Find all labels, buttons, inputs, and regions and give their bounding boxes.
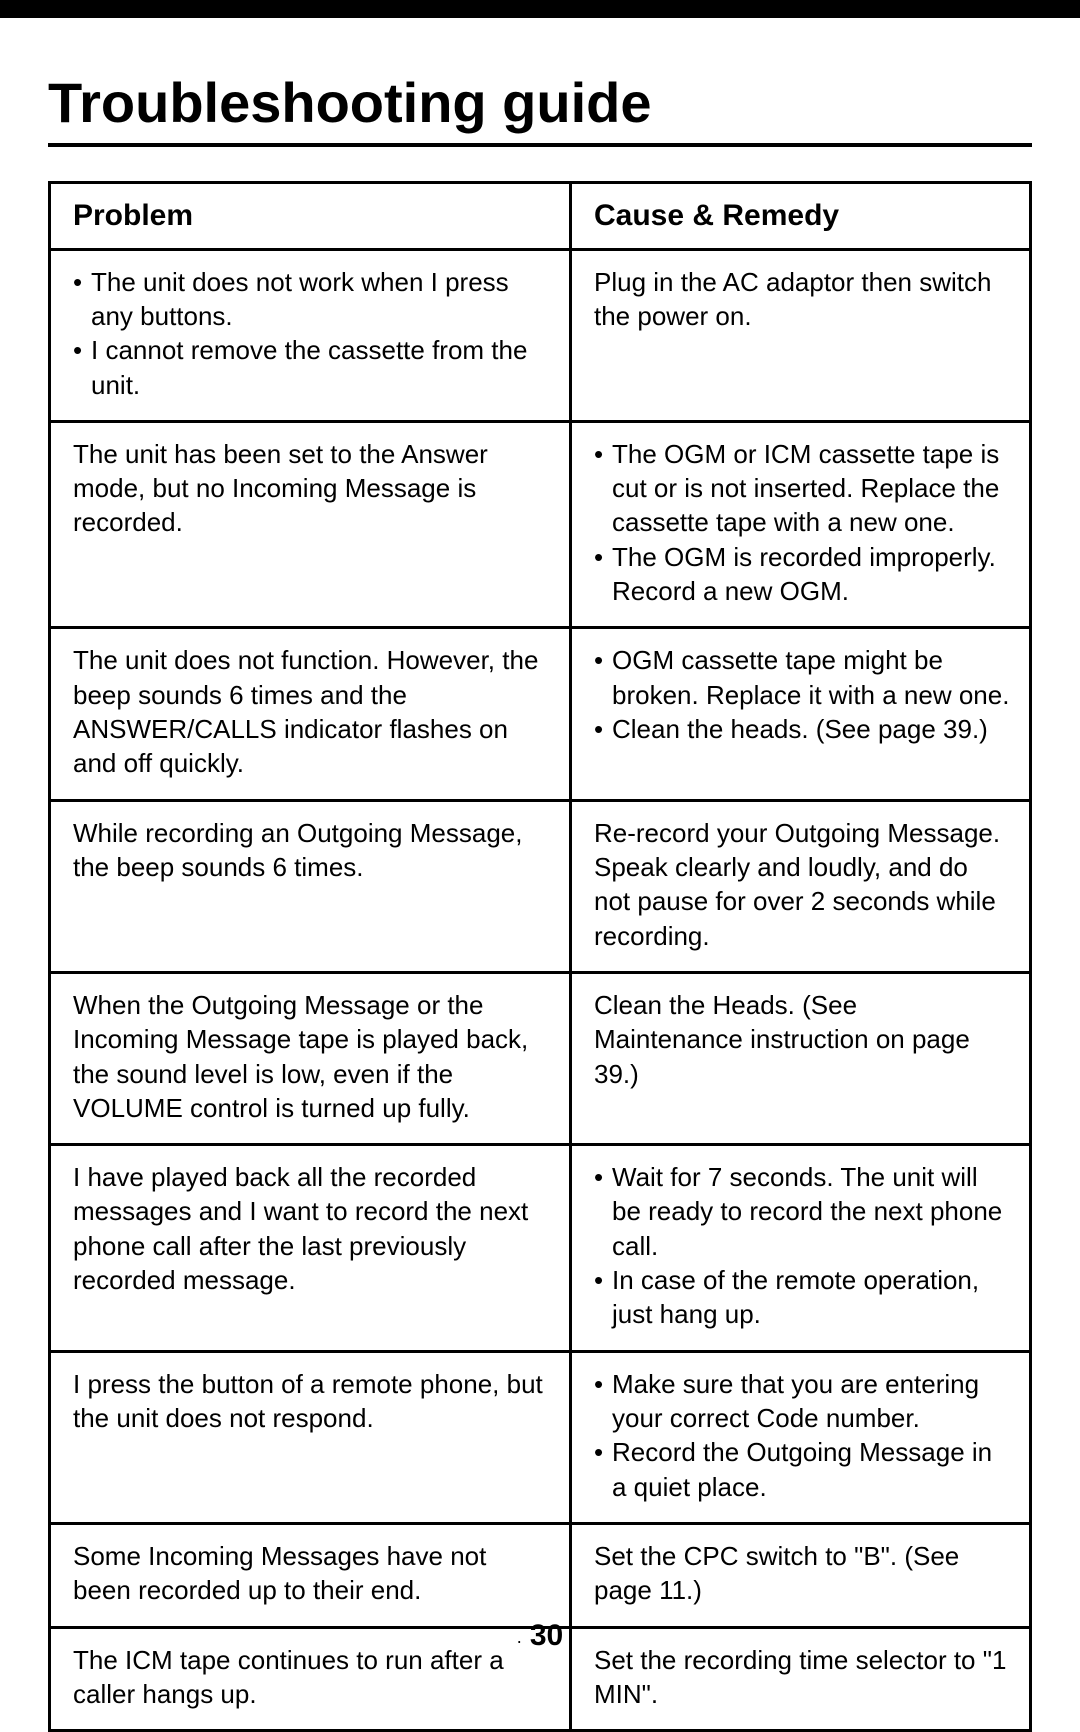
- remedy-bullet-text: Make sure that you are entering your cor…: [612, 1367, 1011, 1436]
- remedy-bullet-text: The OGM or ICM cassette tape is cut or i…: [612, 437, 1011, 540]
- problem-bullet-text: The unit does not work when I press any …: [91, 265, 551, 334]
- problem-bullet-item: •I cannot remove the cassette from the u…: [73, 333, 551, 402]
- remedy-bullet-item: •Wait for 7 seconds. The unit will be re…: [594, 1160, 1011, 1263]
- table-cell-problem: When the Outgoing Message or the Incomin…: [50, 972, 571, 1144]
- page: Troubleshooting guide Problem Cause & Re…: [0, 0, 1080, 1687]
- bullet-icon: •: [594, 437, 612, 471]
- remedy-bullet-list: •Wait for 7 seconds. The unit will be re…: [594, 1160, 1011, 1332]
- remedy-bullet-text: Clean the heads. (See page 39.): [612, 712, 1011, 746]
- problem-text: While recording an Outgoing Message, the…: [73, 816, 551, 885]
- table-header-problem: Problem: [50, 183, 571, 250]
- table-row: Some Incoming Messages have not been rec…: [50, 1523, 1031, 1627]
- problem-text: The unit has been set to the Answer mode…: [73, 437, 551, 540]
- table-cell-remedy: •Make sure that you are entering your co…: [571, 1351, 1031, 1523]
- top-black-bar: [0, 0, 1080, 18]
- remedy-bullet-item: •In case of the remote operation, just h…: [594, 1263, 1011, 1332]
- bullet-icon: •: [594, 540, 612, 574]
- problem-bullet-list: •The unit does not work when I press any…: [73, 265, 551, 402]
- table-cell-problem: •The unit does not work when I press any…: [50, 249, 571, 421]
- remedy-text: Clean the Heads. (See Maintenance instru…: [594, 988, 1011, 1091]
- page-number: . 30: [0, 1619, 1080, 1653]
- problem-bullet-text: I cannot remove the cassette from the un…: [91, 333, 551, 402]
- table-row: When the Outgoing Message or the Incomin…: [50, 972, 1031, 1144]
- table-cell-problem: I have played back all the recorded mess…: [50, 1145, 571, 1352]
- table-row: The unit does not function. However, the…: [50, 628, 1031, 800]
- table-row: While recording an Outgoing Message, the…: [50, 800, 1031, 972]
- troubleshooting-table: Problem Cause & Remedy •The unit does no…: [48, 181, 1032, 1732]
- remedy-bullet-item: •Make sure that you are entering your co…: [594, 1367, 1011, 1436]
- bullet-icon: •: [594, 1367, 612, 1401]
- remedy-bullet-text: Wait for 7 seconds. The unit will be rea…: [612, 1160, 1011, 1263]
- table-cell-remedy: •The OGM or ICM cassette tape is cut or …: [571, 421, 1031, 628]
- remedy-bullet-item: •Record the Outgoing Message in a quiet …: [594, 1435, 1011, 1504]
- bullet-icon: •: [594, 712, 612, 746]
- remedy-text: Re-record your Outgoing Message. Speak c…: [594, 816, 1011, 953]
- page-title: Troubleshooting guide: [48, 70, 1032, 135]
- table-cell-problem: The unit does not function. However, the…: [50, 628, 571, 800]
- bullet-icon: •: [73, 333, 91, 367]
- table-cell-remedy: Re-record your Outgoing Message. Speak c…: [571, 800, 1031, 972]
- problem-text: The unit does not function. However, the…: [73, 643, 551, 780]
- table-cell-remedy: •Wait for 7 seconds. The unit will be re…: [571, 1145, 1031, 1352]
- page-number-value: 30: [530, 1619, 563, 1652]
- table-cell-problem: I press the button of a remote phone, bu…: [50, 1351, 571, 1523]
- remedy-bullet-item: •The OGM is recorded improperly. Record …: [594, 540, 1011, 609]
- problem-text: When the Outgoing Message or the Incomin…: [73, 988, 551, 1125]
- problem-text: I press the button of a remote phone, bu…: [73, 1367, 551, 1436]
- remedy-bullet-list: •Make sure that you are entering your co…: [594, 1367, 1011, 1504]
- remedy-bullet-text: Record the Outgoing Message in a quiet p…: [612, 1435, 1011, 1504]
- bullet-icon: •: [594, 1160, 612, 1194]
- table-row: The unit has been set to the Answer mode…: [50, 421, 1031, 628]
- remedy-bullet-text: In case of the remote operation, just ha…: [612, 1263, 1011, 1332]
- page-number-dot: .: [517, 1627, 522, 1647]
- table-cell-problem: Some Incoming Messages have not been rec…: [50, 1523, 571, 1627]
- remedy-bullet-text: The OGM is recorded improperly. Record a…: [612, 540, 1011, 609]
- problem-text: I have played back all the recorded mess…: [73, 1160, 551, 1297]
- remedy-text: Plug in the AC adaptor then switch the p…: [594, 265, 1011, 334]
- bullet-icon: •: [594, 643, 612, 677]
- table-cell-problem: While recording an Outgoing Message, the…: [50, 800, 571, 972]
- remedy-bullet-item: •The OGM or ICM cassette tape is cut or …: [594, 437, 1011, 540]
- remedy-bullet-text: OGM cassette tape might be broken. Repla…: [612, 643, 1011, 712]
- remedy-bullet-item: •Clean the heads. (See page 39.): [594, 712, 1011, 746]
- problem-text: Some Incoming Messages have not been rec…: [73, 1539, 551, 1608]
- table-body: •The unit does not work when I press any…: [50, 249, 1031, 1731]
- bullet-icon: •: [594, 1435, 612, 1469]
- problem-bullet-item: •The unit does not work when I press any…: [73, 265, 551, 334]
- remedy-text: Set the CPC switch to "B". (See page 11.…: [594, 1539, 1011, 1608]
- table-cell-remedy: •OGM cassette tape might be broken. Repl…: [571, 628, 1031, 800]
- table-row: I have played back all the recorded mess…: [50, 1145, 1031, 1352]
- remedy-bullet-list: •OGM cassette tape might be broken. Repl…: [594, 643, 1011, 746]
- table-row: I press the button of a remote phone, bu…: [50, 1351, 1031, 1523]
- table-cell-remedy: Clean the Heads. (See Maintenance instru…: [571, 972, 1031, 1144]
- table-cell-remedy: Plug in the AC adaptor then switch the p…: [571, 249, 1031, 421]
- table-cell-remedy: Set the CPC switch to "B". (See page 11.…: [571, 1523, 1031, 1627]
- table-row: •The unit does not work when I press any…: [50, 249, 1031, 421]
- table-cell-problem: The unit has been set to the Answer mode…: [50, 421, 571, 628]
- bullet-icon: •: [594, 1263, 612, 1297]
- remedy-bullet-item: •OGM cassette tape might be broken. Repl…: [594, 643, 1011, 712]
- title-underline: [48, 143, 1032, 147]
- table-header-remedy: Cause & Remedy: [571, 183, 1031, 250]
- remedy-bullet-list: •The OGM or ICM cassette tape is cut or …: [594, 437, 1011, 609]
- table-header-row: Problem Cause & Remedy: [50, 183, 1031, 250]
- bullet-icon: •: [73, 265, 91, 299]
